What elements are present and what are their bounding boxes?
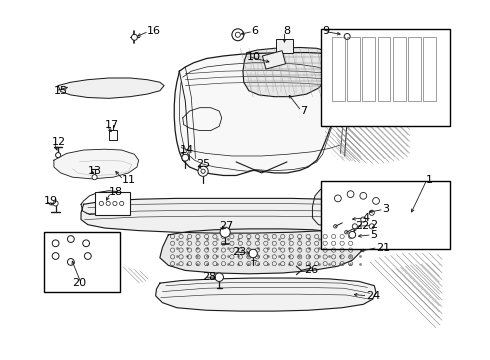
Circle shape <box>182 154 189 161</box>
Polygon shape <box>322 186 408 237</box>
Bar <box>423 37 436 101</box>
Bar <box>95 192 130 215</box>
Polygon shape <box>243 48 334 96</box>
Text: 18: 18 <box>109 188 123 197</box>
Circle shape <box>352 224 357 229</box>
Circle shape <box>334 225 337 228</box>
Text: 23: 23 <box>232 247 246 257</box>
Circle shape <box>235 32 241 37</box>
Circle shape <box>344 231 348 234</box>
Circle shape <box>232 29 244 41</box>
Circle shape <box>335 195 341 202</box>
Polygon shape <box>325 31 442 107</box>
Text: 19: 19 <box>44 196 58 206</box>
Polygon shape <box>174 53 352 175</box>
Circle shape <box>369 224 374 229</box>
Circle shape <box>55 153 61 158</box>
Polygon shape <box>81 198 368 233</box>
Circle shape <box>99 201 103 206</box>
Text: 2: 2 <box>370 220 377 230</box>
Circle shape <box>68 236 74 242</box>
Bar <box>393 37 406 101</box>
Text: 26: 26 <box>304 265 318 275</box>
Bar <box>408 37 421 101</box>
Circle shape <box>83 240 90 247</box>
Circle shape <box>249 249 257 258</box>
Text: 5: 5 <box>370 230 377 240</box>
Text: 11: 11 <box>122 175 136 185</box>
Circle shape <box>349 231 356 238</box>
Polygon shape <box>322 182 410 241</box>
Text: 16: 16 <box>147 26 161 36</box>
Polygon shape <box>160 229 363 274</box>
Text: 13: 13 <box>88 166 102 176</box>
Text: 24: 24 <box>366 291 380 301</box>
Circle shape <box>84 253 91 260</box>
Polygon shape <box>54 149 139 179</box>
Circle shape <box>220 227 230 237</box>
Circle shape <box>52 240 59 247</box>
Circle shape <box>106 201 110 206</box>
Circle shape <box>360 193 367 199</box>
Polygon shape <box>328 33 440 98</box>
Circle shape <box>92 175 97 180</box>
Text: 7: 7 <box>300 106 307 116</box>
Circle shape <box>347 191 354 198</box>
Text: 9: 9 <box>322 26 330 36</box>
Circle shape <box>361 217 366 222</box>
Text: 1: 1 <box>426 175 433 185</box>
Circle shape <box>131 34 137 40</box>
Text: 6: 6 <box>251 26 258 36</box>
Bar <box>276 39 293 53</box>
Polygon shape <box>58 78 164 98</box>
Circle shape <box>369 210 374 215</box>
Circle shape <box>53 201 58 206</box>
Bar <box>378 37 391 101</box>
Text: 17: 17 <box>105 120 119 130</box>
Bar <box>347 37 360 101</box>
Bar <box>332 37 344 101</box>
Text: 10: 10 <box>247 52 261 62</box>
Polygon shape <box>313 184 361 226</box>
Bar <box>263 51 286 69</box>
Text: 8: 8 <box>283 26 290 36</box>
Bar <box>363 37 375 101</box>
Circle shape <box>113 201 117 206</box>
Bar <box>44 232 120 292</box>
Text: 22: 22 <box>355 221 369 231</box>
Text: 27: 27 <box>219 221 233 231</box>
Circle shape <box>201 169 205 174</box>
Bar <box>321 29 450 126</box>
Text: 15: 15 <box>54 86 68 96</box>
Text: 12: 12 <box>52 136 66 147</box>
Circle shape <box>52 253 59 260</box>
Bar <box>321 181 450 249</box>
Text: 25: 25 <box>196 159 210 170</box>
Circle shape <box>372 198 379 204</box>
Circle shape <box>344 33 350 40</box>
Polygon shape <box>156 278 376 311</box>
Text: 28: 28 <box>202 272 217 282</box>
Text: 3: 3 <box>382 204 389 215</box>
Circle shape <box>215 273 223 282</box>
Text: 4: 4 <box>363 213 369 223</box>
Circle shape <box>120 201 124 206</box>
Text: 20: 20 <box>72 278 86 288</box>
Text: 14: 14 <box>179 145 194 155</box>
Circle shape <box>198 166 208 176</box>
Circle shape <box>68 258 74 265</box>
Text: 21: 21 <box>376 243 390 252</box>
